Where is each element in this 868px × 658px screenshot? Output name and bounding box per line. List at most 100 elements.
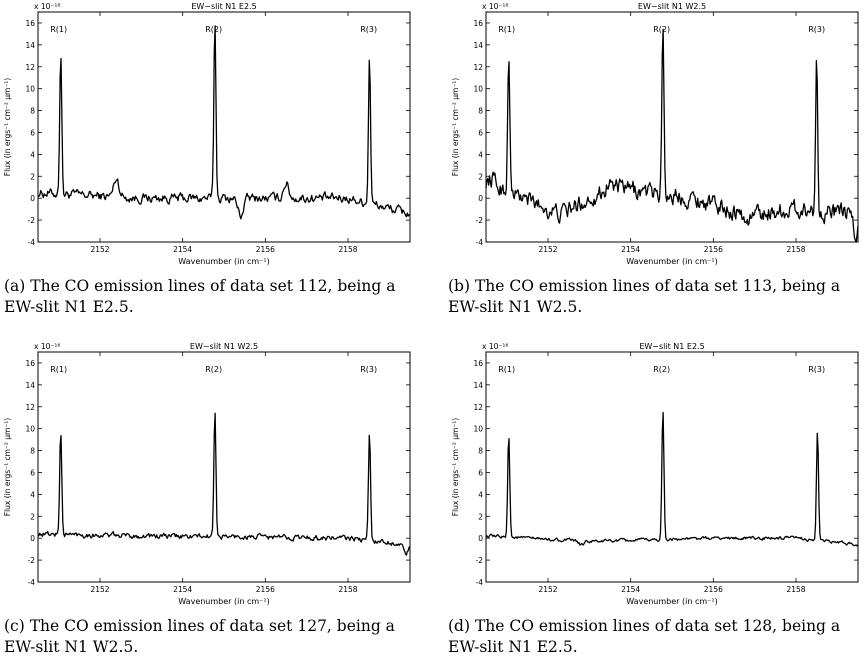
- y-tick-label: -4: [28, 578, 36, 587]
- chart-panel-b: EW−slit N1 W2.5 x 10⁻¹⁶ -4 -2 0 2 4 6 8 10 12 14 16 2…: [451, 2, 859, 266]
- y-tick-label: 14: [25, 41, 35, 50]
- chart-title: EW−slit N1 W2.5: [638, 2, 706, 11]
- peak-label: R(1): [498, 365, 515, 374]
- y-tick-label: 4: [30, 150, 35, 159]
- peak-label: R(1): [50, 365, 67, 374]
- x-axis-label: Wavenumber (in cm⁻¹): [178, 257, 269, 266]
- y-axis-label: Flux (in ergs⁻¹ cm⁻² μm⁻¹): [451, 418, 460, 517]
- y-tick-label: -2: [476, 216, 484, 225]
- y-tick-label: 2: [30, 512, 35, 521]
- y-tick-label: 16: [473, 359, 483, 368]
- peak-label: R(3): [808, 25, 825, 34]
- chart-panel-d: EW−slit N1 E2.5 x 10⁻¹⁶ -4 -2 0 2 4 6 8 10 12 14 16 2…: [451, 342, 859, 606]
- x-tick-label: 2152: [538, 585, 557, 594]
- chart-panel-a: EW−slit N1 E2.5 x 10⁻¹⁶ -4 -2 0 2 4 6 8 10 12 14 16 2…: [3, 2, 411, 266]
- x-tick-label: 2154: [621, 245, 640, 254]
- y-tick-label: 12: [473, 403, 483, 412]
- x-tick-label: 2158: [786, 245, 805, 254]
- caption-c: (c) The CO emission lines of data set 12…: [4, 617, 395, 656]
- y-tick-label: -4: [476, 578, 484, 587]
- x-tick-label: 2152: [90, 245, 109, 254]
- y-tick-label: 0: [30, 194, 35, 203]
- x-tick-label: 2156: [704, 245, 723, 254]
- x-axis-label: Wavenumber (in cm⁻¹): [178, 597, 269, 606]
- plot-frame: [37, 11, 411, 243]
- caption-a: (a) The CO emission lines of data set 11…: [4, 277, 396, 316]
- y-tick-label: 12: [25, 63, 35, 72]
- x-tick-label: 2156: [256, 585, 275, 594]
- y-tick-label: 8: [30, 107, 35, 116]
- y-tick-label: 8: [478, 107, 483, 116]
- y-tick-label: 12: [25, 403, 35, 412]
- peak-label: R(2): [205, 25, 222, 34]
- y-tick-label: 16: [25, 359, 35, 368]
- y-tick-label: 0: [478, 534, 483, 543]
- y-tick-label: 12: [473, 63, 483, 72]
- y-tick-label: 6: [478, 128, 483, 137]
- peak-label: R(2): [205, 365, 222, 374]
- x-tick-label: 2158: [786, 585, 805, 594]
- y-tick-label: 10: [473, 425, 483, 434]
- x-tick-label: 2154: [173, 245, 192, 254]
- caption-d: (d) The CO emission lines of data set 12…: [448, 617, 841, 656]
- y-tick-label: 4: [478, 490, 483, 499]
- x-tick-label: 2158: [338, 585, 357, 594]
- y-tick-label: 2: [478, 172, 483, 181]
- y-tick-label: 16: [25, 19, 35, 28]
- plot-frame: [485, 11, 859, 243]
- y-tick-label: 10: [25, 425, 35, 434]
- y-tick-label: -2: [28, 216, 36, 225]
- chart-panel-c: EW−slit N1 W2.5 x 10⁻¹⁶ -4 -2 0 2 4 6 8 10 12 14 16 2…: [3, 342, 411, 606]
- y-tick-label: 4: [30, 490, 35, 499]
- y-tick-label: 14: [25, 381, 35, 390]
- x-tick-label: 2152: [538, 245, 557, 254]
- y-tick-label: 6: [30, 468, 35, 477]
- x-tick-label: 2156: [256, 245, 275, 254]
- y-tick-label: -4: [476, 238, 484, 247]
- y-tick-label: 2: [30, 172, 35, 181]
- plot-frame: [485, 351, 859, 583]
- peak-label: R(2): [653, 25, 670, 34]
- y-tick-label: 14: [473, 41, 483, 50]
- y-tick-label: 0: [30, 534, 35, 543]
- y-multiplier: x 10⁻¹⁶: [34, 342, 60, 351]
- y-multiplier: x 10⁻¹⁶: [482, 342, 508, 351]
- chart-title: EW−slit N1 E2.5: [191, 2, 256, 11]
- y-tick-label: 4: [478, 150, 483, 159]
- peak-label: R(1): [498, 25, 515, 34]
- chart-title: EW−slit N1 W2.5: [190, 342, 258, 351]
- y-tick-label: 14: [473, 381, 483, 390]
- peak-label: R(3): [360, 25, 377, 34]
- spectrum-line: [37, 412, 411, 556]
- y-multiplier: x 10⁻¹⁶: [34, 2, 60, 11]
- y-tick-label: 2: [478, 512, 483, 521]
- y-axis-label: Flux (in ergs⁻¹ cm⁻² μm⁻¹): [451, 78, 460, 177]
- spectrum-line: [485, 28, 859, 243]
- y-axis-label: Flux (in ergs⁻¹ cm⁻² μm⁻¹): [3, 418, 12, 517]
- peak-label: R(2): [653, 365, 670, 374]
- y-tick-label: -4: [28, 238, 36, 247]
- y-tick-label: 8: [478, 447, 483, 456]
- x-axis-label: Wavenumber (in cm⁻¹): [626, 597, 717, 606]
- caption-b: (b) The CO emission lines of data set 11…: [448, 277, 841, 316]
- y-tick-label: 0: [478, 194, 483, 203]
- chart-title: EW−slit N1 E2.5: [639, 342, 704, 351]
- x-tick-label: 2154: [621, 585, 640, 594]
- plot-frame: [37, 351, 411, 583]
- x-tick-label: 2152: [90, 585, 109, 594]
- spectrum-line: [37, 25, 411, 220]
- peak-label: R(3): [360, 365, 377, 374]
- x-tick-label: 2158: [338, 245, 357, 254]
- x-tick-label: 2156: [704, 585, 723, 594]
- y-tick-label: -2: [476, 556, 484, 565]
- y-tick-label: 8: [30, 447, 35, 456]
- y-tick-label: 6: [478, 468, 483, 477]
- peak-label: R(1): [50, 25, 67, 34]
- y-tick-label: 10: [25, 85, 35, 94]
- spectrum-line: [485, 411, 859, 547]
- x-axis-label: Wavenumber (in cm⁻¹): [626, 257, 717, 266]
- y-tick-label: -2: [28, 556, 36, 565]
- peak-label: R(3): [808, 365, 825, 374]
- x-tick-label: 2154: [173, 585, 192, 594]
- y-tick-label: 6: [30, 128, 35, 137]
